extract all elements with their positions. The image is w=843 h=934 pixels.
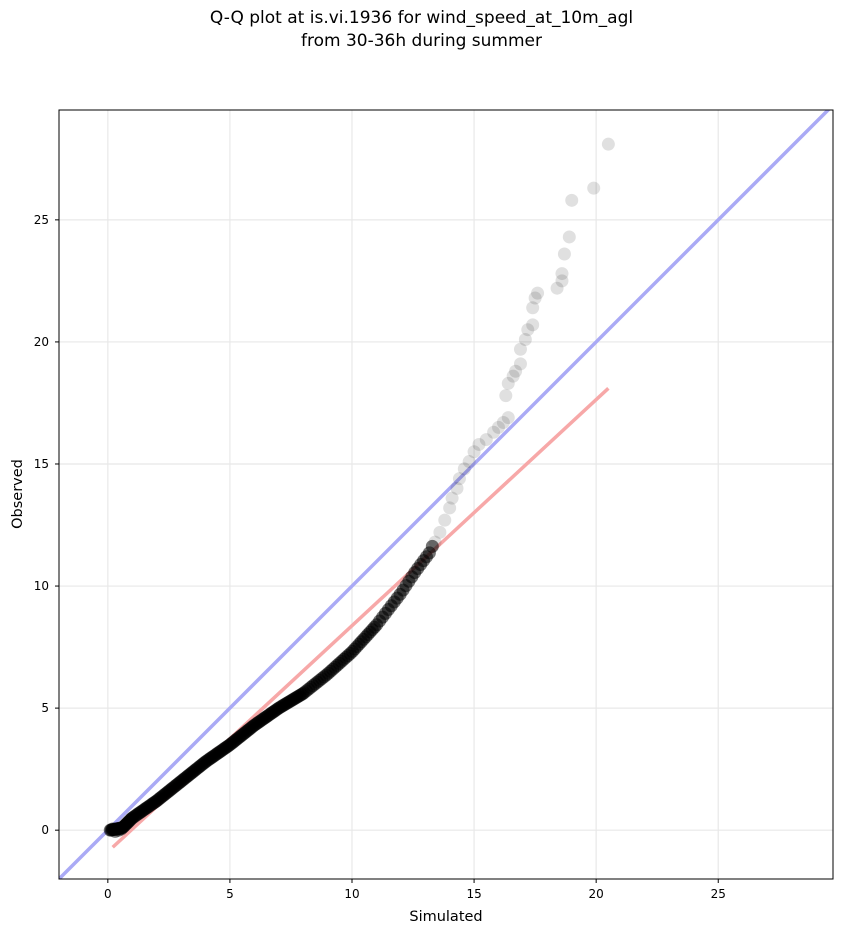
axis-ticks: 0 5 10 15 20 25 0 5 10 15 20 25 [34,213,726,901]
qq-point [557,247,571,261]
grid [59,110,833,879]
y-tick-label: 5 [41,701,49,715]
x-tick-label: 20 [589,887,604,901]
qq-point [518,332,532,346]
qq-point [499,389,513,403]
x-tick-label: 5 [226,887,234,901]
y-tick-label: 15 [34,457,49,471]
x-tick-label: 10 [344,887,359,901]
y-tick-label: 20 [34,335,49,349]
y-axis-label: Observed [10,459,26,529]
qq-point [509,364,523,378]
qq-point [428,535,442,549]
qq-point [521,323,535,337]
qq-point [438,513,452,527]
qq-point [526,301,540,315]
qq-point [472,437,486,451]
qq-point [487,425,501,439]
qq-point [452,472,466,486]
qq-point [526,318,540,332]
qq-point [550,281,564,295]
x-tick-label: 25 [711,887,726,901]
x-tick-label: 0 [104,887,112,901]
qq-point [467,445,481,459]
y-tick-label: 10 [34,579,49,593]
qq-point [445,491,459,505]
qq-point [528,291,542,305]
qq-point [501,411,515,425]
qq-point [106,822,120,836]
qq-point [492,420,505,434]
qq-point [479,433,493,447]
qq-point [565,193,579,207]
qq-point [443,501,457,515]
qq-point [531,286,545,300]
qq-point [587,181,601,195]
chart-subtitle: from 30-36h during summer [301,31,542,51]
plot-frame [58,109,834,880]
qq-point [555,274,569,288]
qq-point [425,539,439,553]
qq-point [496,415,510,429]
qq-point [506,369,520,383]
qq-point [555,267,569,281]
identity-line [59,110,831,879]
qq-point [513,342,527,356]
qq-point [462,455,476,469]
qq-point [433,525,447,539]
qq-point [601,137,615,151]
qq-point [513,357,527,371]
chart-title: Q-Q plot at is.vi.1936 for wind_speed_at… [209,8,634,28]
qq-point [562,230,576,244]
x-tick-label: 15 [466,887,481,901]
data-points [103,137,615,838]
y-tick-label: 25 [34,213,49,227]
x-axis-label: Simulated [409,909,482,925]
qq-point [457,462,471,476]
qq-point [501,376,515,390]
y-tick-label: 0 [41,823,49,837]
qq-point [450,481,464,495]
